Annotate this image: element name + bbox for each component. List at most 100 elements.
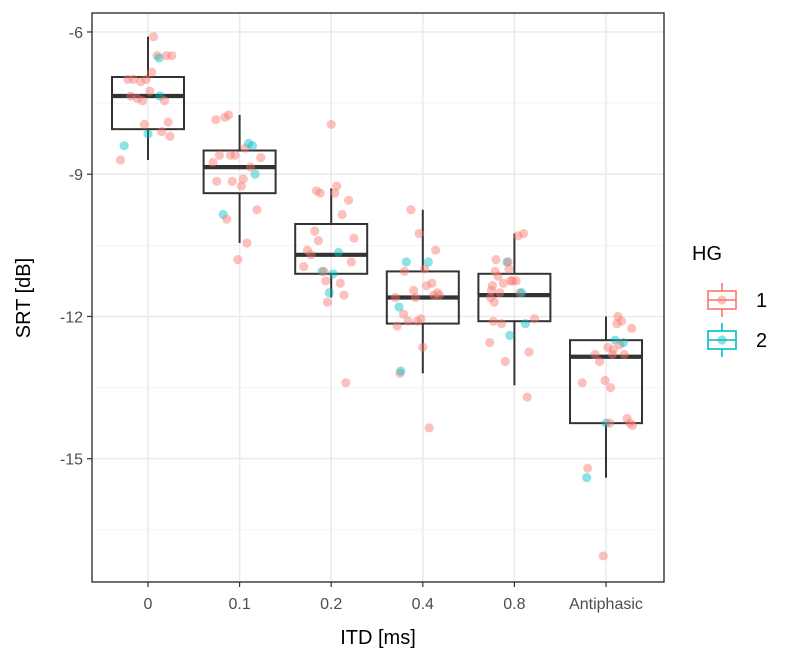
data-point (346, 257, 356, 267)
data-point (627, 420, 638, 431)
data-point (429, 290, 439, 300)
data-point (515, 288, 525, 298)
data-point (155, 91, 165, 101)
data-point (132, 93, 142, 103)
data-point (401, 257, 411, 267)
data-point (230, 150, 240, 160)
data-point (161, 51, 171, 61)
data-point (236, 181, 247, 191)
data-point (500, 356, 510, 367)
data-point (398, 309, 409, 319)
data-point (123, 74, 133, 84)
y-tick-label: -15 (60, 452, 83, 469)
data-point (594, 356, 605, 367)
data-point (392, 321, 402, 331)
data-point (395, 368, 405, 378)
data-point (330, 188, 340, 198)
data-point (154, 53, 164, 63)
data-point (598, 551, 608, 561)
legend: HG 1 2 (692, 243, 767, 357)
data-point (432, 288, 443, 298)
data-point (495, 288, 505, 298)
data-point (324, 288, 334, 298)
data-point (420, 264, 430, 274)
box-iqr (202, 149, 277, 195)
data-point (159, 96, 170, 106)
data-point (136, 77, 146, 87)
data-point (491, 254, 501, 265)
data-point (137, 96, 148, 106)
data-point (148, 32, 159, 42)
data-point (299, 262, 309, 272)
y-tick-label: -6 (69, 25, 83, 42)
data-point (211, 115, 221, 125)
x-tick-label: 0.8 (503, 596, 525, 613)
data-point (313, 236, 323, 246)
data-point (612, 318, 622, 329)
box-iqr (111, 76, 185, 131)
data-point (317, 266, 327, 277)
box-5 (569, 316, 643, 478)
x-tick-label: 0.1 (228, 596, 250, 613)
data-point (240, 143, 250, 153)
grid (92, 13, 664, 582)
legend-label: 2 (756, 330, 767, 352)
data-point (431, 245, 441, 255)
legend-key-point (717, 335, 727, 345)
data-point (583, 463, 593, 473)
x-tick-label: 0.2 (320, 596, 342, 613)
x-tick-label: Antiphasic (569, 596, 643, 613)
points (115, 32, 638, 561)
data-point (214, 150, 225, 160)
data-point (485, 337, 495, 348)
data-point (486, 285, 497, 295)
data-point (504, 264, 514, 274)
data-point (487, 281, 498, 291)
boxes (111, 36, 643, 478)
data-point (502, 257, 512, 267)
x-tick-label: 0.4 (412, 596, 434, 613)
data-point (406, 205, 416, 215)
data-point (238, 174, 248, 184)
data-point (613, 311, 623, 322)
data-point (125, 91, 136, 101)
data-point (218, 209, 228, 220)
data-point (208, 157, 218, 167)
data-point (339, 290, 349, 300)
data-point (302, 245, 312, 255)
box-2 (294, 188, 369, 298)
box-3 (385, 209, 460, 374)
data-point (610, 335, 620, 345)
y-tick-label: -12 (60, 309, 83, 326)
data-point (319, 266, 329, 277)
y-tick-label: -9 (69, 167, 83, 184)
data-point (128, 74, 138, 84)
data-point (315, 188, 325, 198)
data-point (332, 181, 342, 191)
data-point (410, 292, 421, 303)
data-point (414, 228, 424, 239)
data-point (590, 349, 600, 359)
data-point (165, 131, 175, 141)
data-point (493, 271, 503, 281)
data-point (310, 226, 320, 236)
data-point (341, 378, 351, 388)
plot-panel-border (91, 12, 665, 583)
data-point (511, 276, 521, 286)
data-point (337, 209, 347, 220)
legend-label: 1 (756, 290, 767, 312)
data-point (601, 418, 611, 428)
data-point (242, 238, 252, 248)
data-point (250, 169, 260, 179)
data-point (489, 297, 499, 307)
data-point (119, 141, 129, 151)
data-point (507, 276, 518, 286)
data-point (167, 51, 177, 61)
data-point (529, 314, 540, 324)
data-point (603, 342, 613, 352)
data-point (145, 86, 155, 96)
x-axis: 0 0.1 0.2 0.4 0.8 Antiphasic (144, 582, 643, 613)
data-point (625, 418, 635, 428)
data-point (344, 195, 354, 205)
data-point (143, 129, 153, 139)
